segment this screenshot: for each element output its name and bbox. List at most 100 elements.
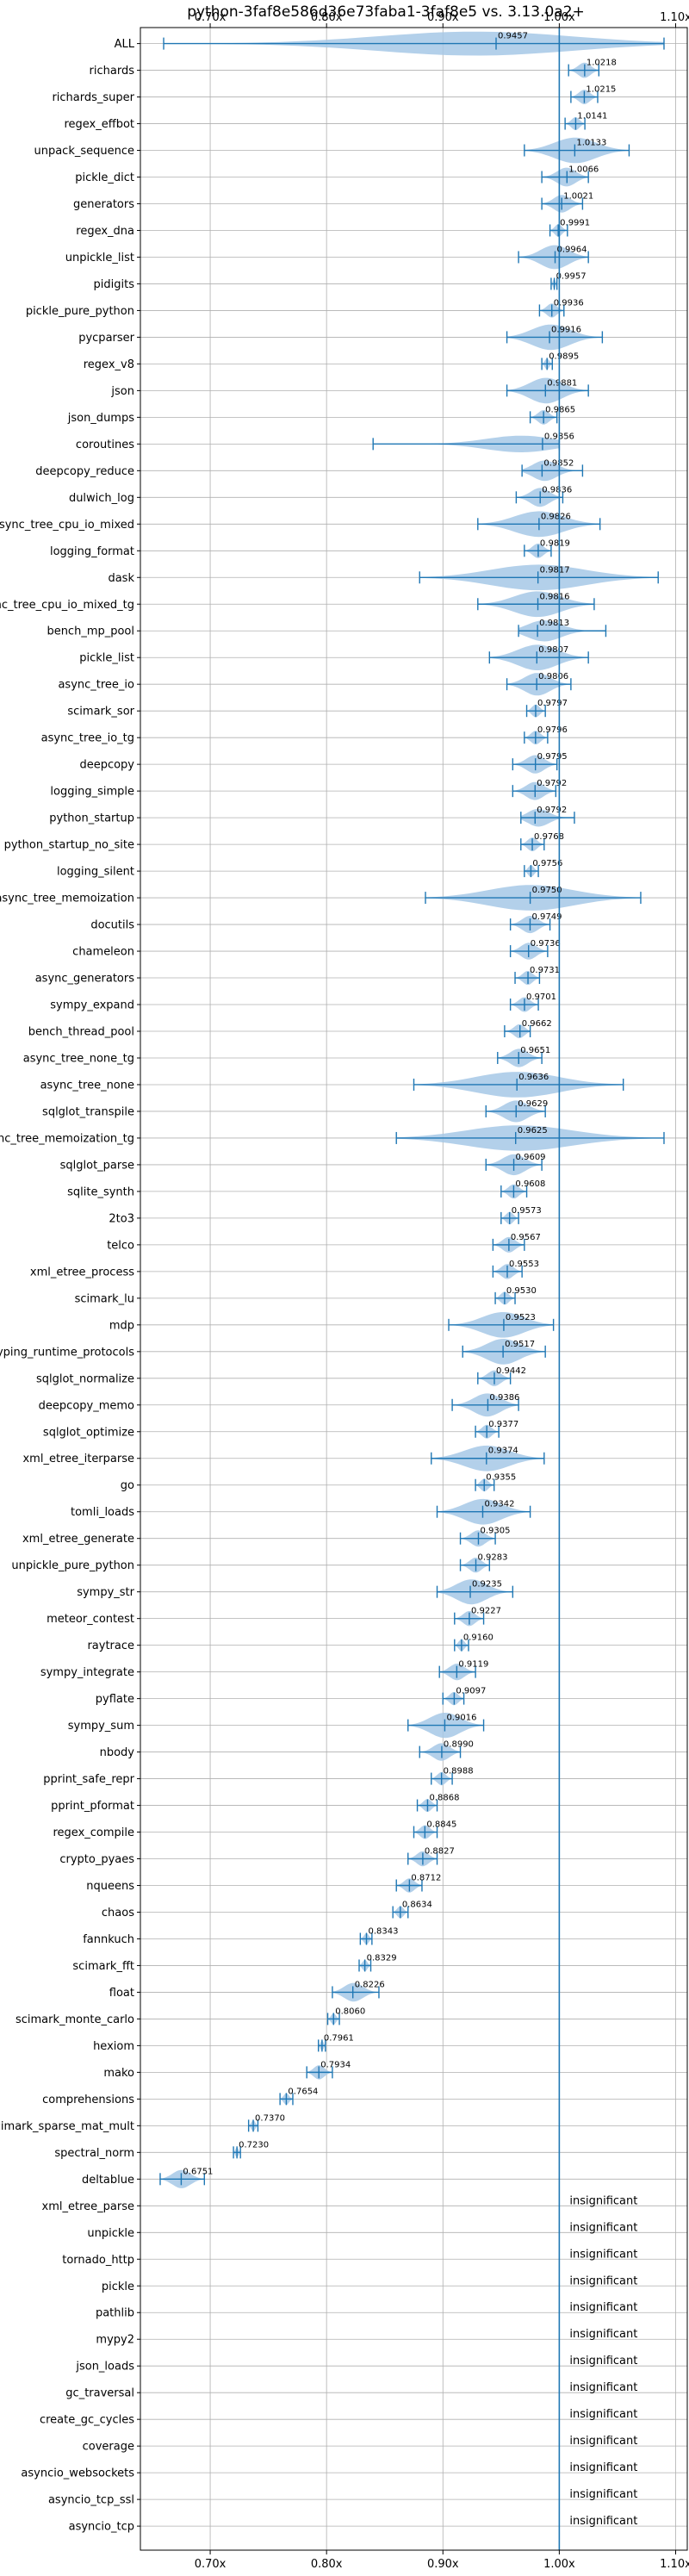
insignificant-label: insignificant	[569, 2328, 637, 2341]
benchmark-label: tornado_http	[62, 2254, 134, 2267]
benchmark-label: deepcopy_reduce	[35, 465, 134, 478]
benchmark-label: pprint_pformat	[51, 1800, 134, 1813]
top-tick-label: 0.70x	[195, 11, 227, 24]
benchmark-label: chameleon	[72, 946, 134, 959]
value-label: 0.9731	[530, 966, 560, 975]
plot-frame	[140, 27, 688, 2551]
value-label: 0.9813	[539, 619, 569, 628]
value-label: 1.0133	[576, 139, 606, 148]
benchmark-label: deepcopy	[79, 759, 134, 772]
benchmark-label: async_tree_cpu_io_mixed_tg	[0, 599, 134, 612]
benchmark-label: regex_dna	[76, 225, 134, 238]
benchmark-label: sqlglot_normalize	[36, 1372, 134, 1385]
value-label: 0.8329	[367, 1953, 397, 1963]
value-label: 0.9819	[540, 538, 570, 548]
benchmark-label: sqlglot_parse	[60, 1159, 134, 1172]
benchmark-label: asyncio_tcp	[69, 2521, 134, 2534]
value-label: 0.9386	[489, 1393, 519, 1403]
benchmark-label: xml_etree_process	[30, 1266, 134, 1279]
benchmark-label: docutils	[90, 919, 134, 932]
benchmark-label: logging_simple	[50, 786, 134, 799]
insignificant-label: insignificant	[569, 2194, 637, 2207]
value-label: 0.7230	[239, 2140, 269, 2150]
value-label: 0.8827	[425, 1847, 455, 1857]
top-tick-label: 1.10x	[660, 11, 689, 24]
benchmark-label: pickle_pure_python	[26, 305, 134, 318]
value-label: 0.9355	[486, 1473, 516, 1483]
value-label: 0.9816	[540, 592, 570, 601]
benchmark-label: xml_etree_generate	[22, 1533, 134, 1546]
value-label: 0.9768	[534, 832, 564, 842]
bottom-tick-label: 0.70x	[195, 2558, 227, 2571]
benchmark-label: raytrace	[87, 1640, 134, 1652]
benchmark-label: hexiom	[93, 2040, 134, 2053]
benchmark-label: async_tree_cpu_io_mixed	[0, 519, 134, 532]
value-label: 0.6751	[183, 2167, 213, 2176]
benchmark-label: scimark_monte_carlo	[16, 2013, 134, 2026]
insignificant-label: insignificant	[569, 2515, 637, 2528]
value-label: 0.8634	[402, 1900, 432, 1909]
benchmark-label: chaos	[102, 1907, 134, 1920]
benchmark-label: coroutines	[76, 439, 134, 451]
benchmark-label: sympy_sum	[68, 1720, 134, 1733]
value-label: 0.7961	[324, 2033, 354, 2043]
benchmark-label: sqlite_synth	[67, 1185, 134, 1198]
benchmark-label: xml_etree_iterparse	[22, 1453, 134, 1465]
bottom-tick-label: 0.80x	[311, 2558, 343, 2571]
value-label: 0.9377	[488, 1420, 518, 1429]
benchmark-label: nbody	[100, 1746, 135, 1759]
benchmark-label: xml_etree_parse	[42, 2200, 134, 2213]
benchmark-label: regex_v8	[84, 358, 134, 371]
benchmark-label: deltablue	[82, 2174, 134, 2187]
benchmark-label: json_dumps	[67, 412, 134, 425]
value-label: 0.9936	[554, 298, 584, 308]
value-label: 0.9609	[516, 1153, 546, 1162]
benchmark-label: scimark_fft	[72, 1960, 134, 1973]
value-label: 0.9342	[484, 1500, 514, 1509]
value-label: 0.7370	[255, 2113, 285, 2123]
value-label: 0.9016	[446, 1714, 476, 1723]
benchmark-label: async_tree_none	[40, 1079, 134, 1092]
bottom-tick-label: 0.90x	[427, 2558, 459, 2571]
value-label: 0.9636	[518, 1073, 549, 1082]
benchmark-label: bench_thread_pool	[28, 1026, 134, 1039]
top-tick-label: 0.90x	[427, 11, 459, 24]
benchmark-label: crypto_pyaes	[59, 1853, 134, 1866]
value-label: 0.9160	[463, 1633, 493, 1643]
value-label: 0.9119	[458, 1660, 488, 1670]
insignificant-label: insignificant	[569, 2435, 637, 2448]
value-label: 0.9836	[542, 485, 572, 495]
benchmark-label: pyflate	[96, 1693, 134, 1706]
benchmark-label: richards_super	[52, 91, 134, 104]
benchmark-label: pycparser	[78, 332, 134, 345]
benchmark-label: unpickle	[87, 2227, 134, 2240]
benchmark-label: dask	[108, 572, 134, 585]
value-label: 0.9795	[537, 752, 568, 762]
benchmark-label: telco	[107, 1239, 134, 1252]
benchmark-label: pickle_dict	[75, 171, 134, 184]
benchmark-label: pprint_safe_repr	[43, 1773, 134, 1786]
benchmark-label: bench_mp_pool	[47, 625, 134, 638]
value-label: 0.9608	[515, 1179, 545, 1189]
value-label: 0.8226	[355, 1980, 385, 1989]
benchmark-label: regex_compile	[53, 1826, 134, 1839]
benchmark-label: json_loads	[75, 2361, 134, 2374]
value-label: 1.0218	[587, 59, 617, 68]
benchmark-label: meteor_contest	[47, 1613, 134, 1626]
benchmark-label: comprehensions	[42, 2094, 134, 2106]
benchmark-label: typing_runtime_protocols	[0, 1346, 134, 1359]
benchmark-label: sympy_integrate	[40, 1666, 134, 1679]
value-label: 0.9701	[526, 992, 556, 1002]
value-label: 0.9792	[537, 806, 567, 815]
value-label: 0.9797	[537, 699, 568, 708]
axis-ticks: 0.70x 0.70x 0.80x 0.80x 0.90x 0.90x 1.00x 1.00x…	[137, 11, 689, 2571]
top-tick-label: 1.00x	[543, 11, 575, 24]
benchmark-label: unpickle_pure_python	[11, 1559, 134, 1572]
benchmark-label: asyncio_websockets	[21, 2467, 134, 2480]
value-label: 0.9629	[518, 1099, 548, 1109]
value-label: 0.9374	[488, 1447, 518, 1456]
value-label: 0.9283	[478, 1553, 508, 1563]
benchmark-label: create_gc_cycles	[40, 2414, 134, 2427]
benchmark-label: ALL	[115, 38, 135, 51]
